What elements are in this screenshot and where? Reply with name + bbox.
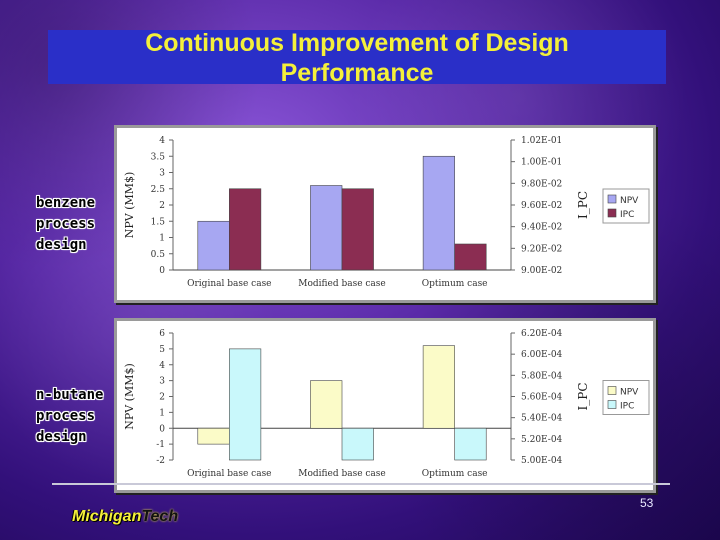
butane-y-tick-label: -2 xyxy=(156,456,165,466)
butane-legend xyxy=(602,380,650,415)
butane-category-label: Original base case xyxy=(187,469,271,479)
benzene-category-label: Modified base case xyxy=(298,279,386,289)
butane-legend-label: IPC xyxy=(620,402,634,412)
butane-ipc-bar xyxy=(341,427,374,461)
butane-y-tick-label: -1 xyxy=(156,440,165,450)
butane-y-tick-label: 5 xyxy=(159,345,165,355)
logo-michigan: Michigan xyxy=(72,508,142,525)
benzene-y2-tick-label: 9.60E-02 xyxy=(521,201,562,211)
footer-divider xyxy=(52,483,670,485)
benzene-y-tick-label: 0.5 xyxy=(151,250,166,260)
butane-category-label: Modified base case xyxy=(298,469,386,479)
n-butane-label: n-butane process design xyxy=(36,387,104,445)
benzene-y-tick-label: 1 xyxy=(159,234,165,244)
benzene-y-tick-label: 2 xyxy=(159,201,165,211)
butane-y2-tick-label: 5.20E-04 xyxy=(521,435,563,445)
butane-ipc-bar xyxy=(454,427,487,461)
butane-category-label: Optimum case xyxy=(422,469,488,479)
butane-npv-bar xyxy=(197,427,230,445)
butane-chart: 6 5 4 3 2 1 0 -1 -2 6.20E-04 6.00E-04 5.80E-04 5.60E… xyxy=(114,318,656,493)
benzene-chart: 4 3.5 3 2.5 2 1.5 1 0.5 0 1.02E-01 1.00E-01 9.80E-0… xyxy=(114,125,656,303)
butane-ipc-bar xyxy=(229,348,262,461)
benzene-y-tick-label: 0 xyxy=(159,266,165,276)
benzene-npv-bar xyxy=(422,155,455,271)
benzene-y-tick-label: 3.5 xyxy=(151,152,166,162)
butane-y2-tick-label: 5.40E-04 xyxy=(521,414,563,424)
butane-y2label: I_PC xyxy=(576,383,590,411)
benzene-ylabel: NPV (MM$) xyxy=(123,172,136,239)
benzene-chart-svg: 4 3.5 3 2.5 2 1.5 1 0.5 0 1.02E-01 1.00E-01 9.80E-0… xyxy=(123,136,650,289)
butane-y-tick-label: 4 xyxy=(159,361,165,371)
butane-y2-tick-label: 5.60E-04 xyxy=(521,393,563,403)
butane-legend-swatch xyxy=(607,386,617,395)
benzene-y2-tick-label: 9.20E-02 xyxy=(521,244,562,254)
benzene-legend-swatch xyxy=(607,208,617,218)
benzene-ipc-bar xyxy=(454,243,487,271)
benzene-npv-bar xyxy=(197,220,230,271)
butane-y2-tick-label: 5.80E-04 xyxy=(521,371,563,381)
benzene-npv-bar xyxy=(310,185,343,271)
butane-legend-swatch xyxy=(607,400,617,409)
benzene-legend-swatch xyxy=(607,194,617,204)
butane-y2-tick-label: 5.00E-04 xyxy=(521,456,563,466)
butane-chart-svg: 6 5 4 3 2 1 0 -1 -2 6.20E-04 6.00E-04 5.80E-04 5.60E… xyxy=(123,329,650,479)
benzene-y-tick-label: 2.5 xyxy=(151,185,166,195)
benzene-y2-tick-label: 9.40E-02 xyxy=(521,223,562,233)
butane-y-tick-label: 3 xyxy=(159,377,165,387)
butane-y-tick-label: 0 xyxy=(159,424,165,434)
benzene-legend-label: NPV xyxy=(620,196,639,206)
benzene-y2-tick-label: 9.80E-02 xyxy=(521,179,562,189)
logo-tech: Tech xyxy=(141,508,179,525)
butane-npv-bar xyxy=(310,380,343,429)
benzene-y2-tick-label: 1.00E-01 xyxy=(521,158,562,168)
butane-y-tick-label: 1 xyxy=(159,408,165,418)
butane-legend-label: NPV xyxy=(620,388,639,398)
benzene-legend xyxy=(602,188,650,224)
benzene-y-tick-label: 1.5 xyxy=(151,217,166,227)
benzene-ipc-bar xyxy=(229,188,262,271)
benzene-y2-tick-label: 1.02E-01 xyxy=(521,136,562,146)
benzene-category-label: Optimum case xyxy=(422,279,488,289)
benzene-y-tick-label: 4 xyxy=(159,136,165,146)
butane-ylabel: NPV (MM$) xyxy=(123,363,136,430)
butane-y2-tick-label: 6.20E-04 xyxy=(521,329,563,339)
butane-npv-bar xyxy=(422,345,455,429)
benzene-y-tick-label: 3 xyxy=(159,169,165,179)
butane-y-tick-label: 6 xyxy=(159,329,165,339)
benzene-y2label: I_PC xyxy=(576,191,590,219)
butane-y-tick-label: 2 xyxy=(159,393,165,403)
butane-y2-tick-label: 6.00E-04 xyxy=(521,350,563,360)
benzene-y2-tick-label: 9.00E-02 xyxy=(521,266,562,276)
title-bar xyxy=(48,30,666,84)
slide-title: Continuous Improvement of Design Perform… xyxy=(145,29,569,87)
benzene-label: benzene process design xyxy=(36,195,96,253)
benzene-legend-label: IPC xyxy=(620,210,634,220)
university-logo: MichiganTech xyxy=(72,508,178,526)
benzene-category-label: Original base case xyxy=(187,279,271,289)
benzene-ipc-bar xyxy=(341,188,374,271)
page-number: 53 xyxy=(640,496,654,510)
